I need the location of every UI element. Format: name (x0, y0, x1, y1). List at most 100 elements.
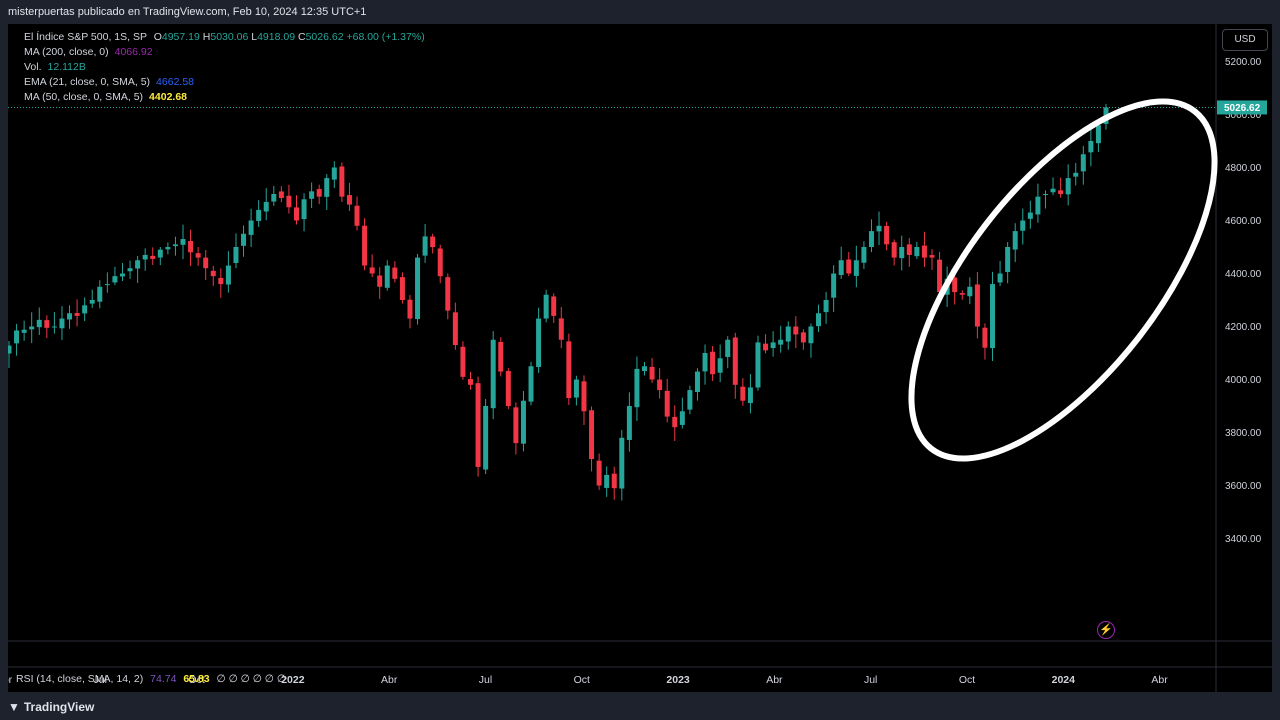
candle-body[interactable] (937, 259, 943, 293)
candle-body[interactable] (536, 318, 542, 367)
rsi-legend[interactable]: RSI (14, close, SMA, 14, 2) 74.74 65.83 … (16, 673, 286, 685)
candle-body[interactable] (604, 474, 610, 488)
candle-body[interactable] (566, 341, 572, 399)
candle-body[interactable] (301, 199, 307, 220)
candle-body[interactable] (1042, 194, 1048, 196)
candle-body[interactable] (475, 383, 481, 467)
candle-body[interactable] (210, 270, 216, 277)
candle-body[interactable] (611, 473, 617, 489)
candle-body[interactable] (528, 366, 534, 402)
candle-body[interactable] (135, 260, 141, 269)
candle-body[interactable] (256, 209, 262, 221)
candle-body[interactable] (808, 326, 814, 344)
candle-body[interactable] (823, 300, 829, 313)
candle-body[interactable] (816, 313, 822, 327)
candle-body[interactable] (589, 410, 595, 459)
candle-body[interactable] (838, 260, 844, 276)
candle-body[interactable] (679, 411, 685, 425)
candle-body[interactable] (324, 178, 330, 197)
candle-body[interactable] (286, 195, 292, 208)
candle-body[interactable] (346, 195, 352, 205)
ema21-legend[interactable]: EMA (21, close, 0, SMA, 5) 4662.58 (24, 76, 194, 88)
candle-body[interactable] (483, 406, 489, 470)
candle-body[interactable] (309, 191, 315, 199)
candle-body[interactable] (710, 351, 716, 375)
candle-body[interactable] (142, 254, 148, 260)
candle-body[interactable] (59, 318, 65, 329)
candle-body[interactable] (407, 299, 413, 319)
candle-body[interactable] (1027, 212, 1033, 219)
candle-body[interactable] (399, 277, 405, 300)
candle-body[interactable] (127, 268, 133, 272)
candle-body[interactable] (763, 343, 769, 351)
candle-body[interactable] (241, 233, 247, 246)
candle-body[interactable] (876, 225, 882, 232)
candle-body[interactable] (1050, 188, 1056, 193)
candle-body[interactable] (899, 247, 905, 259)
candle-body[interactable] (1035, 196, 1041, 215)
candle-body[interactable] (8, 345, 12, 354)
candle-body[interactable] (89, 300, 95, 304)
candle-body[interactable] (467, 379, 473, 385)
candle-body[interactable] (755, 342, 761, 388)
candle-body[interactable] (785, 326, 791, 342)
candle-body[interactable] (997, 273, 1003, 283)
candle-body[interactable] (203, 257, 209, 269)
candle-body[interactable] (581, 381, 587, 412)
candle-body[interactable] (725, 339, 731, 357)
candle-body[interactable] (732, 337, 738, 385)
candle-body[interactable] (104, 284, 110, 286)
ma50-legend[interactable]: MA (50, close, 0, SMA, 5) 4402.68 (24, 91, 187, 103)
candle-body[interactable] (596, 460, 602, 486)
candle-body[interactable] (861, 247, 867, 263)
candle-body[interactable] (180, 239, 186, 245)
candle-body[interactable] (717, 358, 723, 373)
candle-body[interactable] (702, 353, 708, 372)
candle-body[interactable] (339, 166, 345, 197)
candle-body[interactable] (959, 293, 965, 295)
candle-body[interactable] (445, 277, 451, 311)
candle-body[interactable] (188, 240, 194, 253)
candle-body[interactable] (150, 255, 156, 259)
chart-area[interactable]: 3400.00 3600.00 3800.00 4000.00 4200.00 4400.… (8, 24, 1272, 692)
candle-body[interactable] (51, 326, 57, 328)
candle-body[interactable] (21, 329, 27, 333)
candle-body[interactable] (362, 225, 368, 266)
candle-body[interactable] (218, 277, 224, 285)
candle-body[interactable] (634, 368, 640, 408)
candle-body[interactable] (642, 366, 648, 372)
candle-body[interactable] (119, 273, 125, 277)
candle-body[interactable] (831, 273, 837, 298)
candle-body[interactable] (316, 189, 322, 197)
candle-body[interactable] (1073, 172, 1079, 177)
currency-button[interactable]: USD (1222, 29, 1268, 51)
candle-body[interactable] (520, 400, 526, 444)
candle-body[interactable] (800, 332, 806, 343)
candle-body[interactable] (422, 236, 428, 256)
candle-body[interactable] (415, 257, 421, 320)
candle-body[interactable] (460, 346, 466, 377)
candle-body[interactable] (906, 244, 912, 255)
candle-body[interactable] (67, 313, 73, 320)
tradingview-logo[interactable]: ▼ TradingView (8, 700, 94, 714)
candle-body[interactable] (770, 342, 776, 349)
candle-body[interactable] (172, 244, 178, 247)
candle-body[interactable] (543, 294, 549, 319)
lightning-icon[interactable]: ⚡ (1097, 621, 1115, 639)
hand-drawn-ellipse[interactable] (856, 53, 1269, 507)
candle-body[interactable] (1080, 154, 1086, 172)
volume-legend[interactable]: Vol. 12.112B (24, 61, 86, 73)
candle-body[interactable] (740, 386, 746, 401)
candle-body[interactable] (437, 248, 443, 277)
candle-body[interactable] (36, 319, 42, 328)
candle-body[interactable] (664, 390, 670, 417)
chart-canvas[interactable]: 3400.00 3600.00 3800.00 4000.00 4200.00 4400.… (8, 24, 1272, 692)
candle-body[interactable] (1088, 141, 1094, 153)
candle-body[interactable] (1020, 220, 1026, 231)
candle-body[interactable] (1005, 247, 1011, 273)
candle-body[interactable] (498, 341, 504, 372)
candle-body[interactable] (914, 247, 920, 257)
candle-body[interactable] (921, 245, 927, 258)
candle-body[interactable] (952, 277, 958, 293)
candle-body[interactable] (29, 326, 35, 330)
